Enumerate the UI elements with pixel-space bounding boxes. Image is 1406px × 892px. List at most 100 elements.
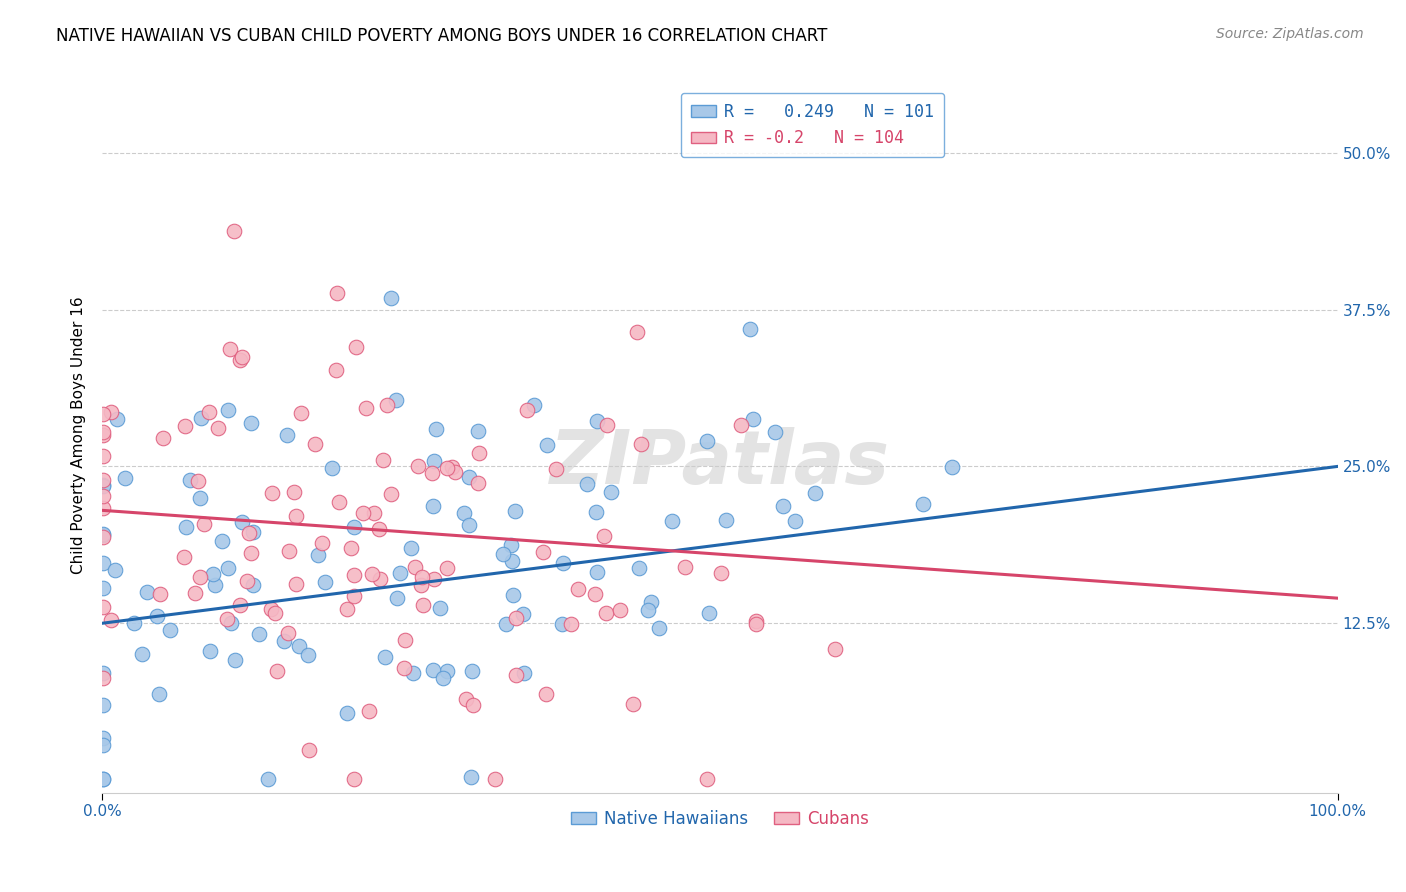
Point: [630, 437, 652, 451]
Point: [367, 522, 389, 536]
Point: [626, 325, 648, 339]
Point: [344, 340, 367, 354]
Point: [360, 566, 382, 581]
Point: [436, 560, 458, 574]
Point: [198, 644, 221, 658]
Point: [647, 621, 669, 635]
Point: [742, 412, 765, 426]
Point: [443, 466, 465, 480]
Point: [93, 449, 115, 463]
Point: [217, 403, 239, 417]
Point: [93, 731, 115, 745]
Point: [187, 474, 209, 488]
Point: [696, 434, 718, 448]
Point: [373, 453, 395, 467]
Point: [593, 529, 616, 543]
Point: [738, 321, 761, 335]
Point: [201, 566, 224, 581]
Point: [359, 704, 381, 718]
Point: [467, 475, 489, 490]
Point: [411, 578, 433, 592]
Point: [745, 614, 768, 628]
Point: [273, 633, 295, 648]
Point: [492, 547, 515, 561]
Point: [224, 653, 246, 667]
Point: [422, 663, 444, 677]
Point: [637, 602, 659, 616]
Point: [696, 772, 718, 786]
Point: [93, 738, 115, 752]
Point: [100, 613, 122, 627]
Point: [285, 509, 308, 524]
Point: [745, 616, 768, 631]
Point: [247, 627, 270, 641]
Point: [432, 671, 454, 685]
Point: [495, 617, 517, 632]
Point: [436, 664, 458, 678]
Point: [628, 561, 651, 575]
Point: [242, 578, 264, 592]
Point: [297, 648, 319, 662]
Point: [461, 664, 484, 678]
Point: [307, 549, 329, 563]
Point: [276, 427, 298, 442]
Point: [93, 478, 115, 492]
Point: [336, 706, 359, 720]
Point: [583, 587, 606, 601]
Point: [586, 413, 609, 427]
Point: [285, 576, 308, 591]
Point: [231, 350, 253, 364]
Point: [321, 461, 343, 475]
Point: [93, 581, 115, 595]
Point: [363, 506, 385, 520]
Point: [93, 671, 115, 685]
Point: [328, 494, 350, 508]
Point: [423, 454, 446, 468]
Point: [824, 642, 846, 657]
Point: [368, 572, 391, 586]
Point: [374, 649, 396, 664]
Point: [595, 606, 617, 620]
Point: [283, 485, 305, 500]
Point: [551, 617, 574, 632]
Point: [420, 466, 443, 480]
Point: [763, 425, 786, 439]
Point: [131, 647, 153, 661]
Point: [392, 661, 415, 675]
Point: [343, 567, 366, 582]
Point: [93, 530, 115, 544]
Point: [104, 563, 127, 577]
Point: [484, 772, 506, 786]
Y-axis label: Child Poverty Among Boys Under 16: Child Poverty Among Boys Under 16: [72, 296, 86, 574]
Point: [586, 566, 609, 580]
Point: [228, 598, 250, 612]
Point: [343, 589, 366, 603]
Point: [93, 527, 115, 541]
Point: [730, 417, 752, 432]
Point: [505, 611, 527, 625]
Point: [460, 770, 482, 784]
Point: [599, 485, 621, 500]
Point: [412, 599, 434, 613]
Point: [217, 561, 239, 575]
Point: [122, 616, 145, 631]
Point: [149, 587, 172, 601]
Point: [198, 405, 221, 419]
Point: [219, 615, 242, 630]
Point: [339, 541, 361, 556]
Point: [536, 438, 558, 452]
Point: [399, 541, 422, 555]
Point: [93, 528, 115, 542]
Point: [242, 524, 264, 539]
Point: [453, 506, 475, 520]
Point: [714, 512, 737, 526]
Point: [152, 431, 174, 445]
Point: [264, 606, 287, 620]
Point: [380, 291, 402, 305]
Point: [93, 772, 115, 786]
Point: [697, 606, 720, 620]
Point: [544, 461, 567, 475]
Text: NATIVE HAWAIIAN VS CUBAN CHILD POVERTY AMONG BOYS UNDER 16 CORRELATION CHART: NATIVE HAWAIIAN VS CUBAN CHILD POVERTY A…: [56, 27, 828, 45]
Point: [567, 582, 589, 596]
Point: [343, 520, 366, 534]
